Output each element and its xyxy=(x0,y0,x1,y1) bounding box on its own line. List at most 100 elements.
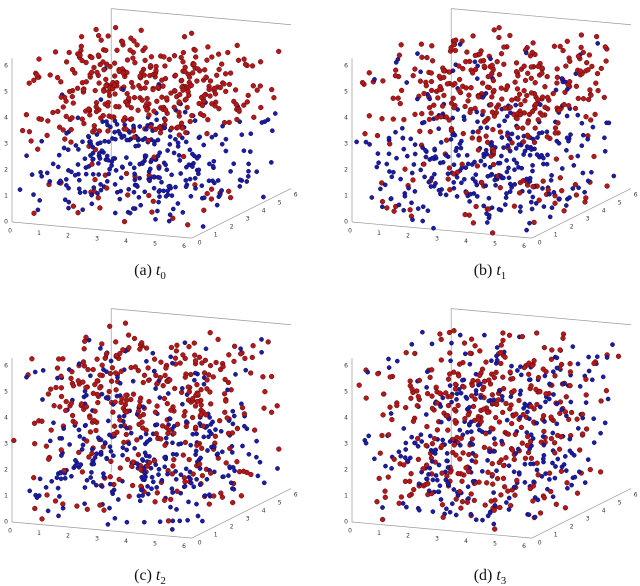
y-tick-label: 5 xyxy=(618,500,622,507)
red-particle xyxy=(157,130,164,136)
red-particle xyxy=(199,473,206,479)
blue-particle xyxy=(155,137,161,143)
red-particle xyxy=(105,33,111,39)
caption-variable: t xyxy=(156,567,161,584)
blue-particle xyxy=(213,427,218,432)
blue-particle xyxy=(138,487,144,493)
blue-particle xyxy=(470,176,476,182)
red-particle xyxy=(489,392,496,398)
blue-particle xyxy=(124,137,130,143)
red-particle xyxy=(157,374,163,381)
blue-particle xyxy=(504,113,510,119)
red-particle xyxy=(401,116,407,123)
red-particle xyxy=(380,391,387,397)
red-particle xyxy=(107,474,113,480)
blue-particle xyxy=(473,172,479,177)
blue-particle xyxy=(447,439,453,444)
blue-particle xyxy=(393,129,398,135)
red-particle xyxy=(460,450,466,456)
red-particle xyxy=(101,88,107,94)
blue-particle xyxy=(470,442,476,447)
blue-particle xyxy=(73,143,79,148)
blue-particle xyxy=(82,156,88,162)
blue-particle xyxy=(89,470,94,475)
blue-particle xyxy=(167,416,173,422)
blue-particle xyxy=(448,137,454,142)
red-particle xyxy=(558,468,565,474)
blue-particle xyxy=(479,468,485,474)
red-particle xyxy=(31,475,37,481)
red-particle xyxy=(182,374,188,380)
red-particle xyxy=(74,85,81,91)
red-particle xyxy=(474,163,481,169)
red-particle xyxy=(468,491,474,497)
blue-particle xyxy=(97,140,103,146)
red-particle xyxy=(268,409,275,415)
red-particle xyxy=(535,374,542,381)
blue-particle xyxy=(239,132,245,138)
blue-particle xyxy=(78,462,84,467)
red-particle xyxy=(480,386,486,393)
red-particle xyxy=(403,404,409,411)
blue-particle xyxy=(389,466,394,471)
blue-particle xyxy=(515,368,520,373)
red-particle xyxy=(415,393,421,400)
blue-particle xyxy=(259,337,264,342)
red-particle xyxy=(130,84,136,90)
red-particle xyxy=(241,411,248,417)
blue-particle xyxy=(511,469,517,475)
red-particle xyxy=(488,498,494,504)
blue-particle xyxy=(131,123,136,129)
blue-particle xyxy=(33,492,38,498)
blue-particle xyxy=(412,189,418,194)
red-particle xyxy=(86,454,92,460)
red-particle xyxy=(112,370,119,376)
blue-particle xyxy=(396,202,402,208)
red-particle xyxy=(472,52,478,59)
blue-particle xyxy=(206,434,211,440)
red-particle xyxy=(463,85,469,91)
blue-particle xyxy=(188,480,194,486)
red-particle xyxy=(452,381,459,387)
red-particle xyxy=(585,96,592,103)
blue-particle xyxy=(468,191,473,197)
blue-particle xyxy=(118,423,124,429)
blue-particle xyxy=(549,205,555,211)
red-particle xyxy=(476,372,483,379)
z-tick-label: 6 xyxy=(4,63,8,70)
blue-particle xyxy=(111,453,116,459)
blue-particle xyxy=(57,435,63,441)
red-particle xyxy=(96,128,103,134)
blue-particle xyxy=(90,157,96,162)
red-particle xyxy=(31,210,37,216)
blue-particle xyxy=(579,120,585,126)
red-particle xyxy=(463,465,469,471)
red-particle xyxy=(604,183,610,189)
red-particle xyxy=(123,392,129,398)
red-particle xyxy=(130,391,137,397)
blue-particle xyxy=(404,153,410,159)
red-particle xyxy=(219,494,226,500)
blue-particle xyxy=(582,189,587,195)
blue-particle xyxy=(162,464,168,470)
y-tick-label: 2 xyxy=(570,224,574,231)
red-particle xyxy=(182,479,188,485)
blue-particle xyxy=(513,146,519,151)
red-particle xyxy=(423,83,429,89)
blue-particle xyxy=(130,206,136,211)
blue-particle xyxy=(423,148,428,153)
blue-particle xyxy=(547,477,552,482)
red-particle xyxy=(60,104,66,110)
blue-particle xyxy=(225,387,230,393)
red-particle xyxy=(235,57,242,63)
blue-particle xyxy=(98,437,104,443)
red-particle xyxy=(458,435,464,441)
blue-particle xyxy=(504,500,509,505)
blue-particle xyxy=(76,147,81,152)
blue-particle xyxy=(553,464,558,469)
blue-particle xyxy=(468,429,474,434)
red-particle xyxy=(453,496,459,502)
red-particle xyxy=(114,429,120,435)
blue-particle xyxy=(124,155,129,160)
